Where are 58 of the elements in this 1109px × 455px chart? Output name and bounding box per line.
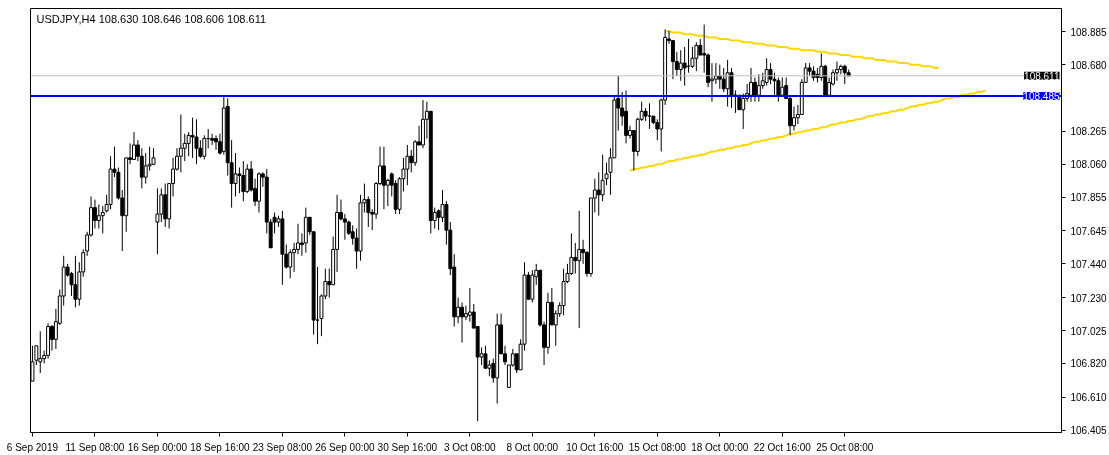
y-tick-label: 107.025 [1070,325,1108,337]
x-tick-label: 11 Sep 08:00 [65,441,125,453]
chart-title: USDJPY,H4 108.630 108.646 108.606 108.611 [36,12,267,25]
y-tick-label: 106.405 [1070,425,1108,437]
candlestick [214,134,218,151]
x-tick-label: 23 Sep 08:00 [252,441,313,453]
x-tick-label: 3 Oct 08:00 [444,441,497,453]
candlestick [577,210,582,329]
y-tick-label: 107.645 [1070,225,1108,237]
x-tick-label: 22 Oct 16:00 [753,441,812,453]
candlestick [717,64,722,90]
candlestick [100,205,105,234]
y-tick-label: 106.820 [1070,358,1108,370]
candlestick [155,187,160,255]
x-tick-label: 25 Oct 08:00 [816,441,874,453]
ref-line-label: 108.611 [1024,70,1060,82]
candlestick [694,41,699,72]
y-tick-label: 107.855 [1070,192,1108,204]
line-series [628,89,987,172]
y-tick-label: 107.230 [1070,292,1108,304]
y-tick-label: 107.440 [1070,258,1108,270]
candlestick [678,49,683,82]
candlestick [436,208,441,231]
x-tick-label: 6 Sep 2019 [6,441,59,453]
y-tick-label: 108.885 [1070,26,1108,38]
x-tick-label: 30 Sep 16:00 [377,441,438,453]
candlestick [573,242,578,274]
candlestick [96,203,101,230]
y-tick-label: 108.265 [1070,126,1108,138]
x-tick-label: 16 Sep 00:00 [127,441,188,453]
y-tick-label: 108.680 [1070,59,1108,71]
candlestick [596,171,601,217]
x-tick-label: 18 Sep 16:00 [190,441,251,453]
x-tick-label: 8 Oct 00:00 [506,441,559,453]
candlestick [132,131,136,160]
candlestick [233,152,238,197]
y-tick-label: 108.060 [1070,159,1108,171]
candlestick [749,67,753,103]
candlestick [752,77,757,103]
candlestick [178,114,183,173]
x-tick-label: 26 Sep 00:00 [315,441,376,453]
ref-line-label: 108.485 [1023,91,1060,103]
candlestick [834,61,839,82]
candlestick [460,301,464,344]
candlestick [725,59,730,107]
candlestick [600,154,605,202]
candlestick [842,64,847,85]
candlestick [50,324,54,352]
candlestick [381,146,386,210]
y-tick-label: 106.610 [1070,392,1108,404]
candlestick [210,133,215,146]
candlestick [241,160,246,202]
line-series [664,29,940,69]
candlestick [756,73,761,103]
x-tick-label: 18 Oct 00:00 [691,441,749,453]
candlestick [202,134,207,160]
x-tick-label: 10 Oct 16:00 [566,441,624,453]
x-tick-label: 15 Oct 08:00 [628,441,687,453]
